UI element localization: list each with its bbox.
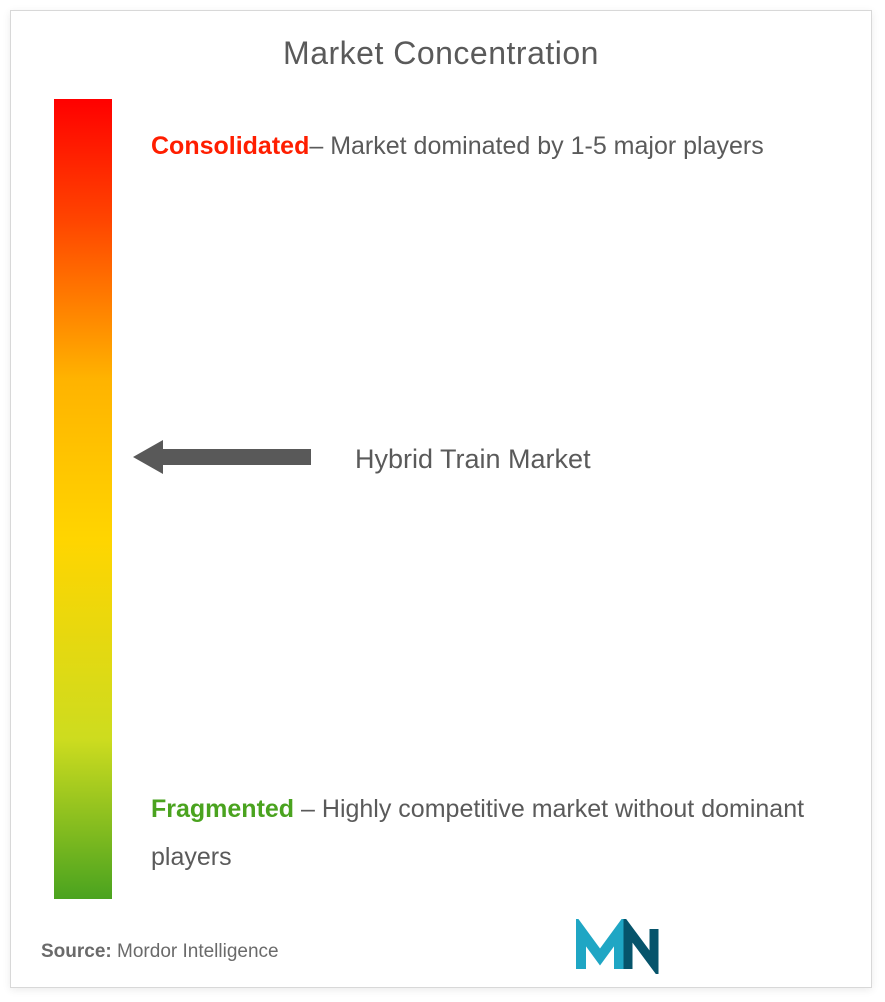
fragmented-label: Fragmented — [151, 795, 294, 823]
consolidated-text: – Market dominated by 1-5 major players — [309, 132, 763, 160]
consolidated-description: Consolidated– Market dominated by 1-5 ma… — [151, 123, 831, 171]
concentration-gradient-bar — [54, 99, 112, 899]
market-name-label: Hybrid Train Market — [355, 444, 591, 475]
infographic-card: Market Concentration Consolidated– Marke… — [10, 10, 872, 988]
chart-title: Market Concentration — [11, 35, 871, 72]
fragmented-description: Fragmented – Highly competitive market w… — [151, 786, 831, 881]
source-name: Mordor Intelligence — [117, 941, 279, 962]
consolidated-label: Consolidated — [151, 132, 309, 160]
pointer-arrow-icon — [133, 438, 313, 476]
source-prefix: Source: — [41, 941, 112, 962]
mordor-logo-icon — [576, 919, 676, 974]
source-attribution: Source: Mordor Intelligence — [41, 941, 279, 963]
